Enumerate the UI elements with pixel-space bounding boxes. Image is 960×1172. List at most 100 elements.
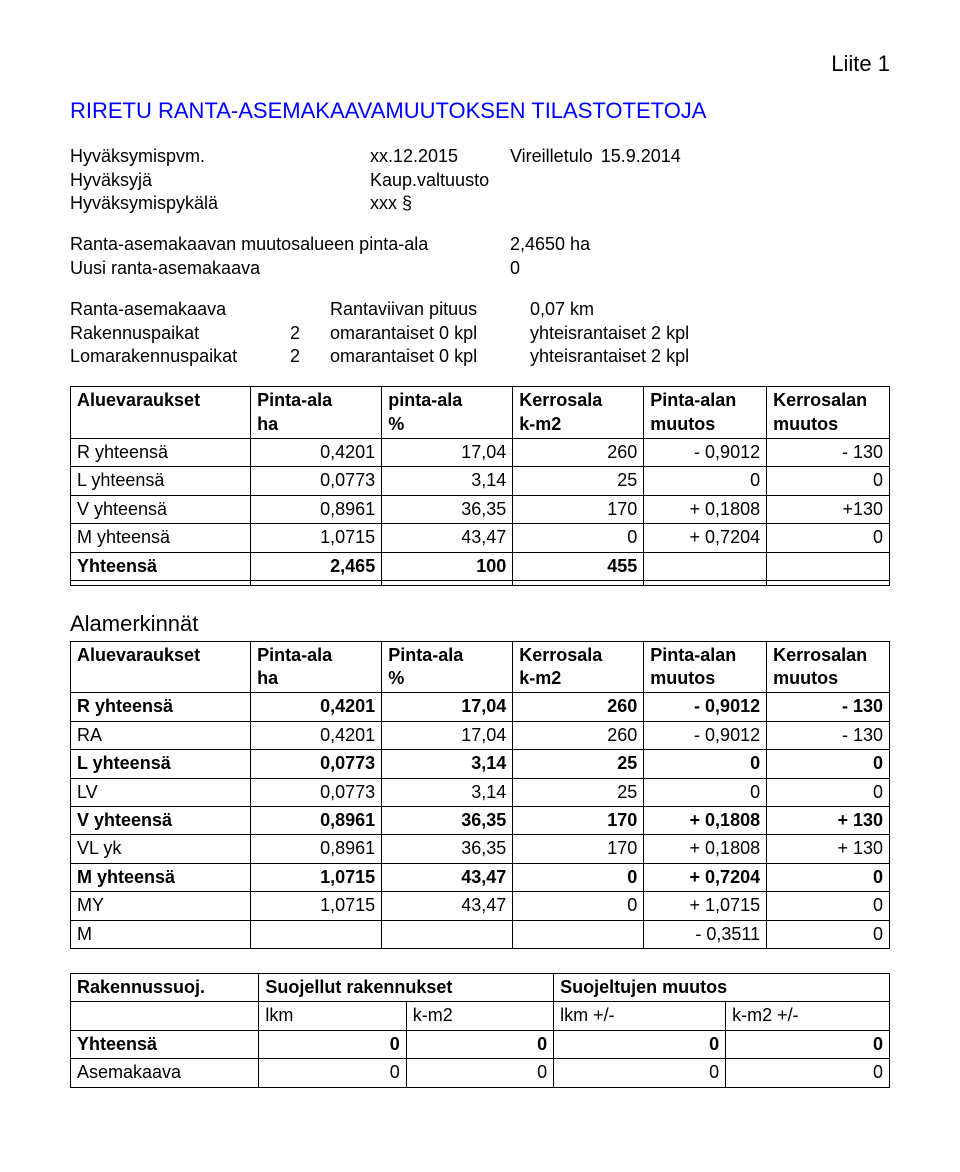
table-header-cell: Aluevaraukset: [71, 641, 251, 693]
value: xx.12.2015: [370, 145, 510, 168]
table-cell: L yhteensä: [71, 467, 251, 495]
table-cell: 0,8961: [251, 495, 382, 523]
table-subheader-cell: lkm: [259, 1002, 406, 1030]
table-header-cell: Pinta-alanmuutos: [644, 641, 767, 693]
table-cell: 0: [644, 778, 767, 806]
table-cell: 3,14: [382, 750, 513, 778]
table-cell: LV: [71, 778, 251, 806]
area-row: Ranta-asemakaavan muutosalueen pinta-ala…: [70, 233, 890, 256]
c4: 0,07 km: [530, 298, 594, 321]
extra-label: Vireilletulo: [510, 145, 593, 168]
table-header-cell: Pinta-alanmuutos: [644, 387, 767, 439]
c3: omarantaiset 0 kpl: [330, 322, 530, 345]
table-header-row: Rakennussuoj.Suojellut rakennuksetSuojel…: [71, 973, 890, 1001]
table-cell: + 0,7204: [644, 863, 767, 891]
table-cell: 0: [767, 778, 890, 806]
table-row: [71, 581, 890, 586]
table-header-cell: Rakennussuoj.: [71, 973, 259, 1001]
table-cell: - 0,9012: [644, 721, 767, 749]
c3: omarantaiset 0 kpl: [330, 345, 530, 368]
table-header-cell: Kerrosalak-m2: [513, 387, 644, 439]
table-header-row: AluevarauksetPinta-alahaPinta-ala%Kerros…: [71, 641, 890, 693]
label: Hyväksymispykälä: [70, 192, 370, 215]
document-title: RIRETU RANTA-ASEMAKAAVAMUUTOKSEN TILASTO…: [70, 97, 890, 126]
table-cell: R yhteensä: [71, 693, 251, 721]
table-cell: 455: [513, 552, 644, 580]
detail-block: Ranta-asemakaava Rantaviivan pituus 0,07…: [70, 298, 890, 368]
table-cell: + 130: [767, 806, 890, 834]
table-cell: + 1,0715: [644, 892, 767, 920]
table-cell: R yhteensä: [71, 439, 251, 467]
c2: 2: [290, 322, 330, 345]
table-cell: - 0,9012: [644, 693, 767, 721]
table-row: Yhteensä2,465100455: [71, 552, 890, 580]
table-cell: 25: [513, 750, 644, 778]
table-cell: VL yk: [71, 835, 251, 863]
table-cell: 0,0773: [251, 750, 382, 778]
table-cell: 36,35: [382, 806, 513, 834]
table-cell: 0,8961: [251, 806, 382, 834]
table-cell: M yhteensä: [71, 863, 251, 891]
table-cell: [767, 552, 890, 580]
table-header-cell: Kerrosalanmuutos: [767, 641, 890, 693]
table-cell: 170: [513, 806, 644, 834]
table-cell: [71, 581, 251, 586]
value: xxx §: [370, 192, 510, 215]
table-cell: 3,14: [382, 778, 513, 806]
table-cell: V yhteensä: [71, 806, 251, 834]
table-cell: 260: [513, 693, 644, 721]
table-cell: [644, 581, 767, 586]
table-cell: 0,4201: [251, 721, 382, 749]
table-subheader-cell: k-m2: [406, 1002, 553, 1030]
label: Hyväksyjä: [70, 169, 370, 192]
table-cell: 1,0715: [251, 863, 382, 891]
table-subheader-cell: lkm +/-: [554, 1002, 726, 1030]
table-row: R yhteensä0,420117,04260- 0,9012- 130: [71, 693, 890, 721]
c1: Ranta-asemakaava: [70, 298, 290, 321]
table-row: V yhteensä0,896136,35170+ 0,1808+ 130: [71, 806, 890, 834]
table-cell: + 130: [767, 835, 890, 863]
label: Ranta-asemakaavan muutosalueen pinta-ala: [70, 233, 510, 256]
table-cell: 17,04: [382, 721, 513, 749]
c4: yhteisrantaiset 2 kpl: [530, 345, 689, 368]
table-cell: 36,35: [382, 495, 513, 523]
table-header-cell: Suojeltujen muutos: [554, 973, 890, 1001]
label: Uusi ranta-asemakaava: [70, 257, 510, 280]
table-row: M- 0,35110: [71, 920, 890, 948]
table-cell: M: [71, 920, 251, 948]
approval-block: Hyväksymispvm. xx.12.2015 Vireilletulo 1…: [70, 145, 890, 215]
table-cell: 0: [644, 467, 767, 495]
table-row: Asemakaava0000: [71, 1059, 890, 1087]
table-cell: - 130: [767, 721, 890, 749]
table-subheader-cell: k-m2 +/-: [726, 1002, 890, 1030]
table-row: R yhteensä0,420117,04260- 0,9012- 130: [71, 439, 890, 467]
table-cell: 0: [767, 920, 890, 948]
table-cell: 0: [406, 1030, 553, 1058]
table-cell: 0: [513, 524, 644, 552]
table-row: M yhteensä1,071543,470+ 0,72040: [71, 524, 890, 552]
table-cell: + 0,7204: [644, 524, 767, 552]
table-cell: 43,47: [382, 863, 513, 891]
table-cell: Yhteensä: [71, 552, 251, 580]
table-row: M yhteensä1,071543,470+ 0,72040: [71, 863, 890, 891]
alamerkinnat-table: AluevarauksetPinta-alahaPinta-ala%Kerros…: [70, 641, 890, 949]
document-page: Liite 1 RIRETU RANTA-ASEMAKAAVAMUUTOKSEN…: [0, 0, 960, 1172]
table-header-cell: Pinta-ala%: [382, 641, 513, 693]
table-cell: 3,14: [382, 467, 513, 495]
table-cell: Yhteensä: [71, 1030, 259, 1058]
label: Hyväksymispvm.: [70, 145, 370, 168]
table-cell: - 130: [767, 693, 890, 721]
c1: Rakennuspaikat: [70, 322, 290, 345]
table-cell: M yhteensä: [71, 524, 251, 552]
table-cell: 1,0715: [251, 892, 382, 920]
table-cell: 0,4201: [251, 693, 382, 721]
table-cell: +130: [767, 495, 890, 523]
table-cell: 0: [767, 524, 890, 552]
table-cell: [767, 581, 890, 586]
approval-row: Hyväksyjä Kaup.valtuusto: [70, 169, 890, 192]
table-row: VL yk0,896136,35170+ 0,1808+ 130: [71, 835, 890, 863]
table-header-cell: Pinta-alaha: [251, 387, 382, 439]
detail-row: Rakennuspaikat 2 omarantaiset 0 kpl yhte…: [70, 322, 890, 345]
table-header-cell: Kerrosalanmuutos: [767, 387, 890, 439]
area-block: Ranta-asemakaavan muutosalueen pinta-ala…: [70, 233, 890, 280]
